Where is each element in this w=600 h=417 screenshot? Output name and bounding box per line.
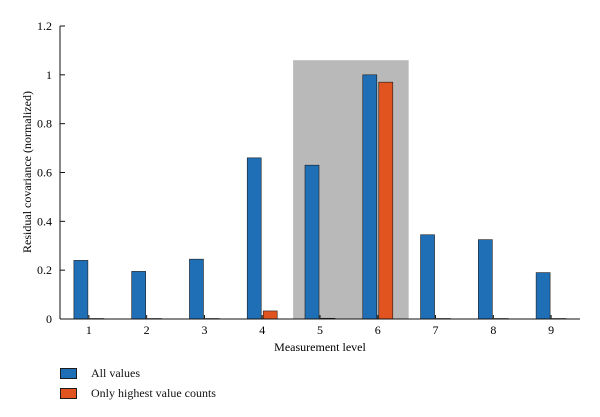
legend-item-highest-only: Only highest value counts — [60, 384, 216, 402]
legend-label-all-values: All values — [91, 365, 140, 380]
x-tick-label: 4 — [259, 323, 265, 337]
legend-label-highest-only: Only highest value counts — [91, 385, 216, 400]
y-tick-label: 1.2 — [37, 19, 52, 33]
y-tick-label: 0.2 — [37, 263, 52, 277]
bar-highest-only-6 — [378, 81, 394, 320]
bar-all-values-6 — [362, 74, 378, 320]
bar-all-values-5 — [304, 164, 320, 320]
bar-all-values-2 — [131, 271, 146, 320]
x-tick-label: 8 — [490, 323, 496, 337]
bar-all-values-8 — [478, 239, 493, 320]
legend-swatch-highest-only — [60, 387, 77, 399]
y-tick-label: 1 — [46, 68, 52, 82]
bar-all-values-7 — [420, 234, 435, 320]
bar-all-values-9 — [535, 272, 551, 320]
y-tick-label: 0.8 — [37, 117, 52, 131]
legend: All values Only highest value counts — [60, 364, 216, 404]
bars-layer — [73, 74, 567, 320]
legend-item-all-values: All values — [60, 364, 216, 382]
bar-all-values-3 — [189, 258, 204, 320]
y-tick-label: 0 — [46, 312, 52, 326]
x-tick-label: 7 — [433, 323, 439, 337]
x-tick-label: 6 — [375, 323, 381, 337]
x-tick-label: 3 — [201, 323, 207, 337]
y-tick-label: 0.6 — [37, 166, 52, 180]
ticks-layer: 0 0.2 0.4 0.6 0.8 1 1.2 1 2 3 4 5 6 7 8 9 — [37, 19, 554, 337]
bar-all-values-1 — [73, 260, 89, 320]
x-axis-label: Measurement level — [274, 340, 366, 354]
x-tick-label: 9 — [548, 323, 554, 337]
y-tick-label: 0.4 — [37, 214, 52, 228]
y-axis-label: Residual covariance (normalized) — [20, 91, 34, 253]
legend-swatch-all-values — [60, 367, 77, 379]
bar-highest-only-4 — [262, 310, 278, 320]
x-tick-label: 5 — [317, 323, 323, 337]
bar-all-values-4 — [246, 157, 262, 320]
x-tick-label: 1 — [86, 323, 92, 337]
x-tick-label: 2 — [144, 323, 150, 337]
